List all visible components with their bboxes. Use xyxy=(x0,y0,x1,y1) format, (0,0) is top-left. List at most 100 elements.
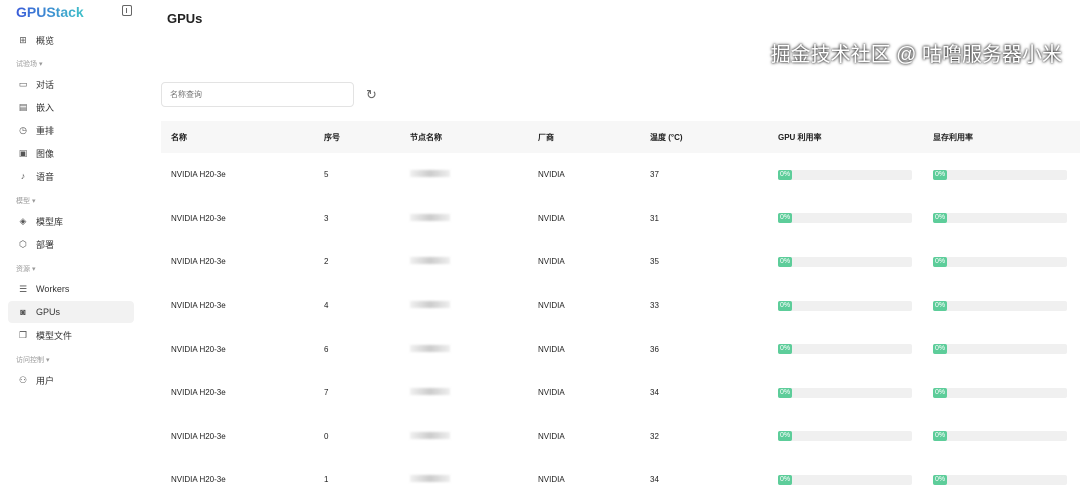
col-vendor[interactable]: 厂商 xyxy=(528,121,640,153)
mem-util-bar: 0% xyxy=(933,300,1067,311)
gpu-util-value: 0% xyxy=(778,387,793,398)
collapse-sidebar-icon[interactable] xyxy=(122,5,132,16)
node-name xyxy=(400,415,528,459)
gpu-index: 5 xyxy=(324,170,329,180)
mem-util-bar: 0% xyxy=(933,387,1067,398)
sidebar-item-embed[interactable]: ▤ 嵌入 xyxy=(8,96,134,118)
vendor: NVIDIA xyxy=(538,431,565,441)
table-row[interactable]: NVIDIA H20-3e 3 NVIDIA 31 0% 0% xyxy=(161,197,1080,241)
files-icon: ❐ xyxy=(18,329,28,340)
sidebar-item-users[interactable]: ⚇ 用户 xyxy=(8,369,134,391)
node-name xyxy=(400,371,528,415)
mem-util-bar: 0% xyxy=(933,169,1067,180)
gpu-name: NVIDIA H20-3e xyxy=(171,344,226,354)
col-node[interactable]: 节点名称 xyxy=(400,121,528,153)
blurred-node-name xyxy=(410,431,450,439)
table-row[interactable]: NVIDIA H20-3e 6 NVIDIA 36 0% 0% xyxy=(161,327,1080,371)
page-title: GPUs xyxy=(167,11,203,26)
gpu-util: 0% xyxy=(768,284,923,328)
col-index[interactable]: 序号 xyxy=(314,121,400,153)
rerank-icon: ◷ xyxy=(19,124,27,135)
mem-util: 0% xyxy=(923,197,1080,241)
sidebar-item-model-files[interactable]: ❐ 模型文件 xyxy=(8,324,134,346)
col-temp[interactable]: 温度 (°C) xyxy=(640,121,768,153)
table-row[interactable]: NVIDIA H20-3e 4 NVIDIA 33 0% 0% xyxy=(161,284,1080,328)
gpu-name: NVIDIA H20-3e xyxy=(171,170,226,180)
label: 部署 xyxy=(36,239,55,250)
sidebar-item-audio[interactable]: ♪ 语音 xyxy=(8,165,134,187)
chip-icon: ◙ xyxy=(20,307,26,317)
gpu-index: 0 xyxy=(324,431,329,441)
sidebar: GPUStack ⊞ 概览 试验场 ▾ ▭ 对话 ▤ 嵌入 ◷ 重排 ▣ 图像 ♪ 语音 模… xyxy=(0,0,145,498)
node-name xyxy=(400,240,528,284)
gpu-util: 0% xyxy=(768,327,923,371)
label: 模型库 xyxy=(36,216,64,227)
mem-util-value: 0% xyxy=(933,300,948,311)
gpu-util: 0% xyxy=(768,197,923,241)
gpu-util-value: 0% xyxy=(778,474,793,485)
label: 重排 xyxy=(36,125,55,136)
label: 模型文件 xyxy=(36,330,73,341)
gpu-name: NVIDIA H20-3e xyxy=(171,431,226,441)
gpu-index: 2 xyxy=(324,257,329,267)
group-playground[interactable]: 试验场 ▾ xyxy=(16,61,43,68)
mem-util-value: 0% xyxy=(933,474,948,485)
mem-util-bar: 0% xyxy=(933,431,1067,442)
server-icon: ☰ xyxy=(18,283,28,294)
gpu-util-value: 0% xyxy=(778,169,793,180)
mem-util: 0% xyxy=(923,415,1080,459)
sidebar-item-deploy[interactable]: ⬡ 部署 xyxy=(8,233,134,255)
sidebar-item-image[interactable]: ▣ 图像 xyxy=(8,142,134,164)
mem-util-bar: 0% xyxy=(933,213,1067,224)
sidebar-item-rerank[interactable]: ◷ 重排 xyxy=(8,119,134,141)
sidebar-item-catalog[interactable]: ◈ 模型库 xyxy=(8,210,134,232)
embed-icon: ▤ xyxy=(18,101,28,112)
mem-util: 0% xyxy=(923,284,1080,328)
mem-util: 0% xyxy=(923,327,1080,371)
group-access[interactable]: 访问控制 ▾ xyxy=(16,357,50,364)
gpu-util-bar: 0% xyxy=(778,344,912,355)
blurred-node-name xyxy=(410,475,450,483)
table-row[interactable]: NVIDIA H20-3e 2 NVIDIA 35 0% 0% xyxy=(161,240,1080,284)
group-models[interactable]: 模型 ▾ xyxy=(16,198,36,205)
gpu-util-value: 0% xyxy=(778,256,793,267)
gpu-util: 0% xyxy=(768,415,923,459)
sidebar-item-gpus[interactable]: ◙ GPUs xyxy=(8,301,134,323)
table-row[interactable]: NVIDIA H20-3e 1 NVIDIA 34 0% 0% xyxy=(161,458,1080,502)
image-icon: ▣ xyxy=(18,147,28,158)
gpu-name: NVIDIA H20-3e xyxy=(171,257,226,267)
temperature: 34 xyxy=(650,388,659,398)
sidebar-item-overview[interactable]: ⊞ 概览 xyxy=(8,29,134,51)
table-row[interactable]: NVIDIA H20-3e 5 NVIDIA 37 0% 0% xyxy=(161,153,1080,197)
search-input[interactable] xyxy=(161,82,354,107)
refresh-icon[interactable]: ↻ xyxy=(366,87,377,102)
main: GPUs 掘金技术社区 @ 咕噜服务器小米 ↻ 名称 序号 节点名称 厂商 温度… xyxy=(145,0,1080,498)
sidebar-item-chat[interactable]: ▭ 对话 xyxy=(8,73,134,95)
gpu-util-bar: 0% xyxy=(778,387,912,398)
group-resources[interactable]: 资源 ▾ xyxy=(16,266,36,273)
gpu-util-bar: 0% xyxy=(778,256,912,267)
vendor: NVIDIA xyxy=(538,388,565,398)
blurred-node-name xyxy=(410,344,450,352)
gpu-util: 0% xyxy=(768,240,923,284)
group-label: 资源 xyxy=(16,266,30,273)
gpu-index: 6 xyxy=(324,344,329,354)
gpu-util: 0% xyxy=(768,458,923,502)
mem-util: 0% xyxy=(923,458,1080,502)
table-row[interactable]: NVIDIA H20-3e 7 NVIDIA 34 0% 0% xyxy=(161,371,1080,415)
node-name xyxy=(400,153,528,197)
table-row[interactable]: NVIDIA H20-3e 0 NVIDIA 32 0% 0% xyxy=(161,415,1080,459)
vendor: NVIDIA xyxy=(538,344,565,354)
gpu-util-bar: 0% xyxy=(778,474,912,485)
mem-util-value: 0% xyxy=(933,213,948,224)
gpu-util-bar: 0% xyxy=(778,169,912,180)
sidebar-item-workers[interactable]: ☰ Workers xyxy=(8,278,134,300)
vendor: NVIDIA xyxy=(538,475,565,485)
label: 图像 xyxy=(36,148,55,159)
col-mem-util[interactable]: 显存利用率 xyxy=(923,121,1080,153)
layers-icon: ◈ xyxy=(19,215,27,226)
gpu-util: 0% xyxy=(768,153,923,197)
mem-util-value: 0% xyxy=(933,256,948,267)
col-gpu-util[interactable]: GPU 利用率 xyxy=(768,121,923,153)
col-name[interactable]: 名称 xyxy=(161,121,314,153)
